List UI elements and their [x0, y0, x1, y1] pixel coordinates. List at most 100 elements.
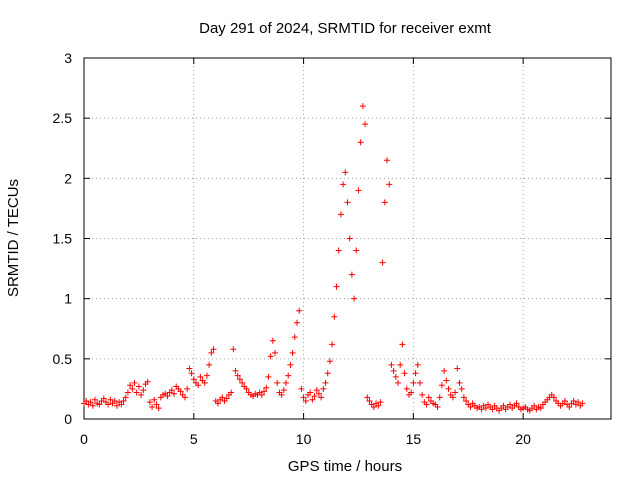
data-point	[441, 367, 448, 374]
data-point	[315, 390, 322, 397]
data-point	[107, 396, 114, 403]
data-point	[566, 403, 573, 410]
data-point	[182, 394, 189, 401]
data-point	[272, 349, 279, 356]
data-point	[122, 394, 129, 401]
data-point	[267, 353, 274, 360]
data-point	[113, 402, 120, 409]
x-tick-label: 20	[515, 431, 531, 447]
data-point	[364, 394, 371, 401]
data-point	[362, 121, 369, 128]
data-point	[500, 402, 507, 409]
data-point	[151, 396, 158, 403]
data-point	[434, 403, 441, 410]
y-axis-title: SRMTID / TECUs	[5, 179, 22, 297]
data-point	[188, 370, 195, 377]
data-point	[311, 393, 318, 400]
data-point	[296, 307, 303, 314]
data-point	[355, 187, 362, 194]
data-point	[561, 397, 568, 404]
data-point	[438, 382, 445, 389]
data-point	[445, 385, 452, 392]
x-tick-label: 0	[80, 431, 88, 447]
data-point	[458, 385, 465, 392]
data-point	[131, 379, 138, 386]
data-point	[384, 157, 391, 164]
data-point	[124, 389, 131, 396]
data-point	[401, 370, 408, 377]
data-point	[201, 379, 208, 386]
y-tick-label: 0	[64, 411, 72, 427]
data-point	[302, 397, 309, 404]
data-point	[463, 397, 470, 404]
data-point	[320, 385, 327, 392]
data-point	[89, 402, 96, 409]
data-point	[280, 387, 287, 394]
data-point	[243, 385, 250, 392]
data-point	[416, 379, 423, 386]
data-point	[261, 388, 268, 395]
data-point	[287, 361, 294, 368]
data-point	[579, 400, 586, 407]
data-point	[278, 391, 285, 398]
data-point	[186, 365, 193, 372]
data-point	[331, 313, 338, 320]
data-point	[344, 199, 351, 206]
data-point	[197, 373, 204, 380]
data-point	[258, 391, 265, 398]
grid-lines	[84, 58, 611, 419]
data-point	[575, 399, 582, 406]
data-point	[300, 394, 307, 401]
data-point	[348, 271, 355, 278]
data-point	[228, 389, 235, 396]
data-point	[291, 334, 298, 341]
data-point	[346, 235, 353, 242]
data-point	[513, 400, 520, 407]
data-point	[146, 399, 153, 406]
data-point	[105, 401, 112, 408]
data-point	[449, 394, 456, 401]
data-point	[381, 199, 388, 206]
data-point	[96, 401, 103, 408]
data-point	[397, 361, 404, 368]
data-point	[83, 397, 90, 404]
data-point	[206, 361, 213, 368]
y-tick-label: 2.5	[53, 110, 73, 126]
data-point	[307, 389, 314, 396]
data-point	[537, 405, 544, 412]
data-point	[195, 382, 202, 389]
data-point	[414, 361, 421, 368]
data-point	[236, 376, 243, 383]
data-point	[337, 211, 344, 218]
data-point	[140, 387, 147, 394]
y-tick-label: 1	[64, 291, 72, 307]
data-point	[177, 388, 184, 395]
data-point	[379, 259, 386, 266]
data-point	[392, 373, 399, 380]
data-point	[359, 103, 366, 110]
data-point	[111, 397, 118, 404]
data-point	[390, 367, 397, 374]
data-point	[298, 385, 305, 392]
data-point	[168, 387, 175, 394]
data-point	[289, 349, 296, 356]
data-point	[269, 337, 276, 344]
y-tick-label: 0.5	[53, 351, 73, 367]
x-tick-label: 10	[296, 431, 312, 447]
data-points	[81, 103, 586, 414]
data-point	[309, 396, 316, 403]
data-point	[263, 384, 270, 391]
data-point	[208, 349, 215, 356]
data-point	[403, 385, 410, 392]
data-point	[452, 389, 459, 396]
data-point	[482, 405, 489, 412]
data-point	[456, 379, 463, 386]
data-point	[91, 396, 98, 403]
data-point	[506, 401, 513, 408]
data-point	[133, 389, 140, 396]
data-point	[138, 391, 145, 398]
data-point	[489, 406, 496, 413]
data-point	[118, 401, 125, 408]
data-point	[340, 181, 347, 188]
data-point	[326, 358, 333, 365]
